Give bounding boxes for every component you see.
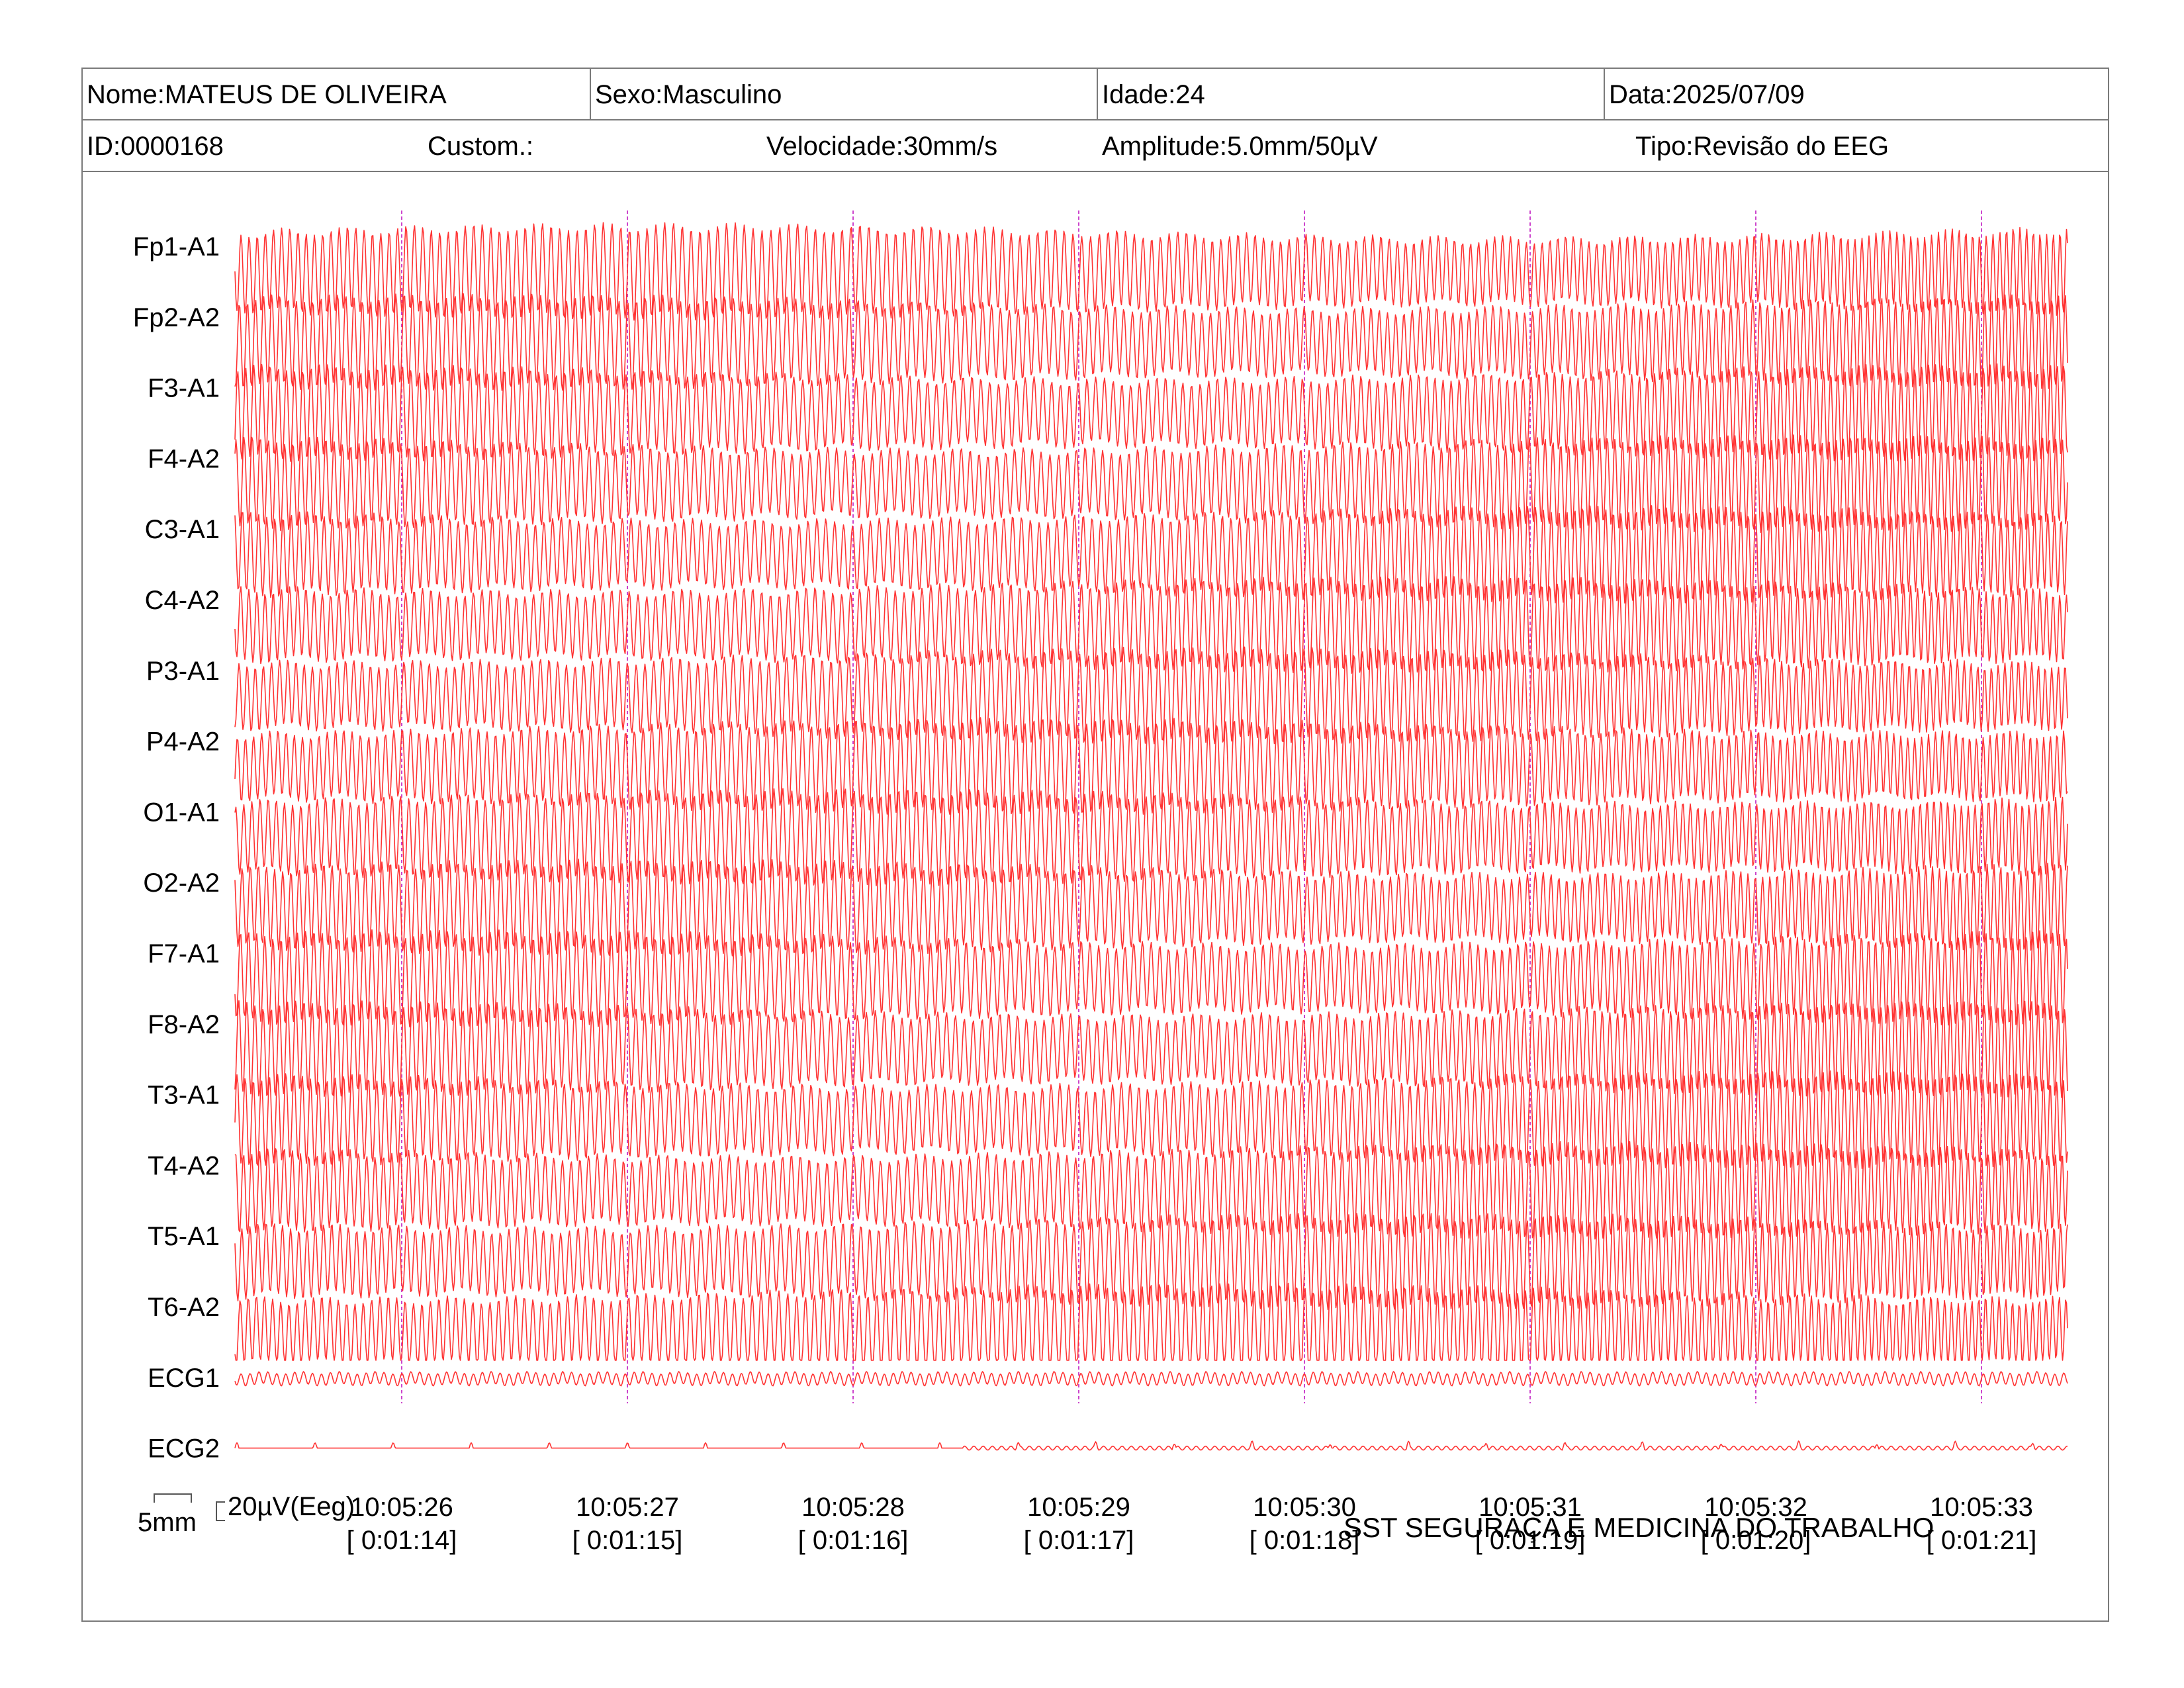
channel-trace: [234, 1141, 2068, 1240]
header-row-1: Nome:MATEUS DE OLIVEIRA Sexo:Masculino I…: [83, 69, 2108, 120]
time-marker-clock: 10:05:29: [1027, 1493, 1130, 1522]
speed-setting: Velocidade:30mm/s: [766, 132, 998, 161]
amplitude-scale-bar: [216, 1501, 225, 1521]
time-marker-clock: 10:05:27: [576, 1493, 679, 1522]
channel-label: T6-A2: [148, 1293, 220, 1322]
header-row-2: ID:0000168 Custom.: Velocidade:30mm/s Am…: [83, 120, 2108, 172]
channel-trace: [234, 434, 2068, 534]
channel-label: Fp1-A1: [133, 232, 220, 261]
channel-label: F7-A1: [148, 939, 220, 968]
custom-field: Custom.:: [428, 132, 534, 161]
channel-label: Fp2-A2: [133, 303, 220, 332]
amplitude-setting: Amplitude:5.0mm/50µV: [1102, 132, 1378, 161]
exam-type: Tipo:Revisão do EEG: [1635, 132, 1889, 161]
amplitude-scale-label: 20µV(Eeg): [228, 1492, 355, 1521]
company-footer: SST SEGURAÇA E MEDICINA DO TRABALHO: [1343, 1512, 1934, 1543]
channel-label: F4-A2: [148, 444, 220, 473]
channel-label: ECG2: [148, 1434, 220, 1464]
time-marker-elapsed: [ 0:01:19]: [1475, 1526, 1586, 1555]
time-marker-elapsed: [ 0:01:18]: [1250, 1526, 1360, 1555]
time-scale-bar: [154, 1493, 192, 1503]
eeg-report-sheet: Nome:MATEUS DE OLIVEIRA Sexo:Masculino I…: [81, 68, 2109, 1622]
time-marker-elapsed: [ 0:01:20]: [1701, 1526, 1811, 1555]
channel-trace: [234, 1213, 2068, 1311]
channel-label: O1-A1: [143, 798, 220, 827]
channel-trace: [234, 1282, 2068, 1361]
channel-label: T5-A1: [148, 1222, 220, 1251]
channel-label: O2-A2: [143, 868, 220, 898]
channel-trace: [234, 717, 2068, 815]
patient-sex: Sexo:Masculino: [591, 69, 1098, 119]
channel-trace: [234, 646, 2068, 745]
channel-label: C4-A2: [145, 586, 220, 615]
time-marker-elapsed: [ 0:01:15]: [572, 1526, 683, 1555]
exam-date: Data:2025/07/09: [1609, 80, 1805, 109]
channel-label: C3-A1: [145, 515, 220, 544]
channel-trace: [234, 1000, 2068, 1098]
patient-age: Idade:24: [1098, 69, 1605, 119]
time-marker-clock: 10:05:28: [801, 1493, 905, 1522]
time-marker-clock: 10:05:32: [1704, 1493, 1807, 1522]
channel-trace: [234, 293, 2068, 391]
channel-trace: [234, 363, 2068, 462]
time-marker-clock: 10:05:33: [1930, 1493, 2033, 1522]
channel-trace: [234, 859, 2068, 957]
channel-trace: [234, 576, 2068, 675]
time-marker-clock: 10:05:30: [1253, 1493, 1356, 1522]
time-marker-elapsed: [ 0:01:16]: [798, 1526, 909, 1555]
time-scale-label: 5mm: [138, 1508, 197, 1537]
channel-trace: [234, 1371, 2068, 1387]
channel-label: ECG1: [148, 1364, 220, 1393]
time-marker-clock: 10:05:31: [1479, 1493, 1582, 1522]
channel-trace: [234, 929, 2068, 1028]
channel-trace: [234, 505, 2068, 604]
time-marker-elapsed: [ 0:01:14]: [347, 1526, 457, 1555]
patient-name: Nome:MATEUS DE OLIVEIRA: [83, 69, 591, 119]
channel-trace: [234, 1440, 2068, 1451]
channel-trace: [234, 222, 2068, 321]
time-marker-elapsed: [ 0:01:17]: [1024, 1526, 1134, 1555]
channel-label: P4-A2: [146, 727, 220, 757]
time-marker-clock: 10:05:26: [350, 1493, 453, 1522]
channel-label: T3-A1: [148, 1081, 220, 1110]
channel-trace: [234, 1070, 2068, 1169]
patient-id: ID:0000168: [87, 132, 224, 161]
channel-label: P3-A1: [146, 657, 220, 686]
time-marker-elapsed: [ 0:01:21]: [1927, 1526, 2037, 1555]
channel-label: T4-A2: [148, 1151, 220, 1180]
channel-label: F8-A2: [148, 1010, 220, 1039]
channel-label: F3-A1: [148, 374, 220, 403]
channel-trace: [234, 788, 2068, 886]
